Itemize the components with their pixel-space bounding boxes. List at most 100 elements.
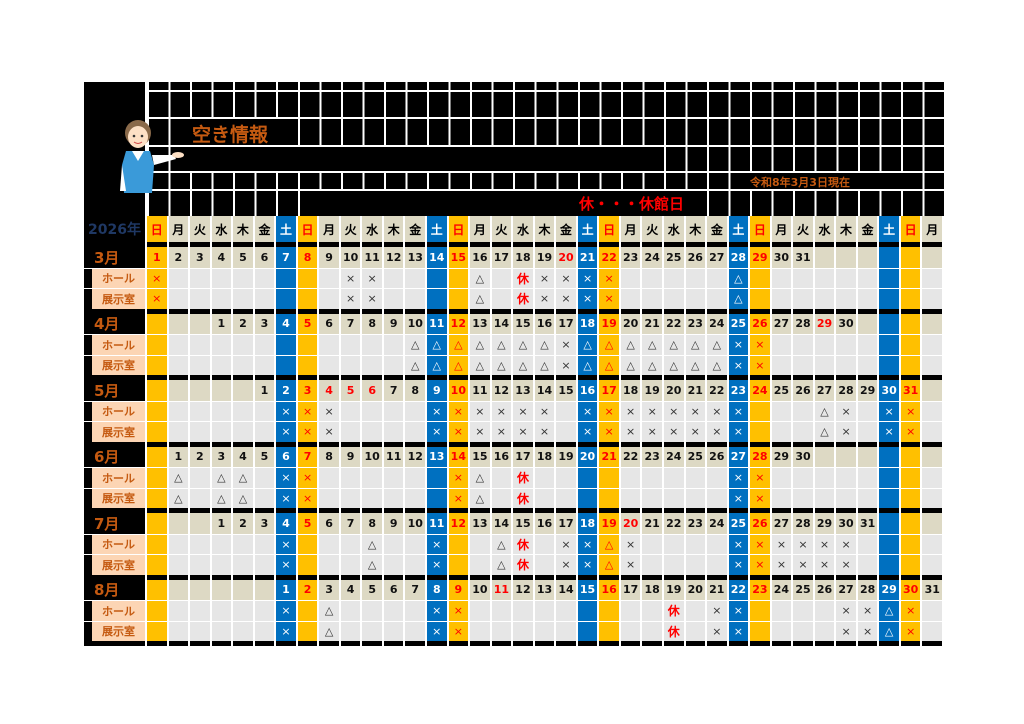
availability-cell xyxy=(793,467,815,488)
separator-cell xyxy=(663,375,686,380)
availability-mark: × xyxy=(900,620,923,641)
availability-cell xyxy=(663,487,686,508)
availability-cell xyxy=(750,620,772,641)
availability-mark: × xyxy=(470,400,492,421)
separator-cell xyxy=(879,574,901,580)
separator-cell xyxy=(556,574,578,580)
availability-mark: △ xyxy=(814,400,837,421)
separator-cell xyxy=(750,641,772,646)
separator-cell xyxy=(405,308,428,314)
availability-mark: × xyxy=(513,421,535,442)
availability-cell xyxy=(577,487,600,508)
day-cell: 18 xyxy=(577,313,600,334)
day-cell xyxy=(190,513,212,534)
availability-cell xyxy=(857,554,880,575)
availability-mark: △ xyxy=(707,354,729,375)
hall-row: ホール × × × △ 休 × × × × △ xyxy=(84,267,944,288)
availability-mark: × xyxy=(836,600,858,621)
availability-cell xyxy=(577,620,600,641)
availability-cell xyxy=(620,487,643,508)
availability-cell xyxy=(190,334,212,355)
availability-mark: × xyxy=(900,600,923,621)
separator-cell xyxy=(599,508,621,513)
separator-cell xyxy=(491,641,514,646)
day-cell: 15 xyxy=(470,446,492,467)
separator-cell xyxy=(147,508,169,513)
availability-cell xyxy=(383,533,406,554)
day-cell: 19 xyxy=(599,313,621,334)
availability-cell xyxy=(383,421,406,442)
year-label: 2026年 xyxy=(84,216,147,242)
separator-cell xyxy=(556,508,578,513)
separator-cell xyxy=(448,574,471,580)
day-cell: 7 xyxy=(297,446,320,467)
availability-cell xyxy=(922,487,944,508)
availability-cell xyxy=(319,554,341,575)
availability-mark: × xyxy=(297,400,320,421)
day-cell: 6 xyxy=(276,446,298,467)
availability-cell xyxy=(340,620,363,641)
availability-cell xyxy=(190,554,212,575)
availability-cell xyxy=(771,620,794,641)
availability-mark: × xyxy=(707,421,729,442)
availability-mark: 休 xyxy=(663,620,686,641)
day-cell: 26 xyxy=(793,380,815,401)
availability-cell xyxy=(254,487,277,508)
day-cell: 18 xyxy=(642,579,664,600)
availability-cell xyxy=(254,554,277,575)
availability-cell xyxy=(556,421,578,442)
availability-cell xyxy=(211,600,234,621)
day-cell: 1 xyxy=(211,313,234,334)
availability-mark: × xyxy=(599,400,621,421)
separator-cell xyxy=(297,242,320,247)
day-cell xyxy=(814,446,837,467)
availability-mark: × xyxy=(599,288,621,309)
availability-mark: × xyxy=(577,267,600,288)
separator-cell xyxy=(276,441,298,447)
separator-cell xyxy=(793,441,815,447)
availability-mark: × xyxy=(297,467,320,488)
separator-cell xyxy=(427,508,449,513)
availability-cell xyxy=(254,334,277,355)
availability-cell xyxy=(793,487,815,508)
weekday-header: 木 xyxy=(836,216,858,242)
availability-cell xyxy=(470,600,492,621)
day-cell xyxy=(857,313,880,334)
availability-mark: × xyxy=(620,554,643,575)
availability-cell xyxy=(254,288,277,309)
separator-cell xyxy=(470,641,492,646)
availability-cell xyxy=(233,620,255,641)
availability-cell xyxy=(168,600,191,621)
availability-cell xyxy=(900,334,923,355)
day-cell: 19 xyxy=(663,579,686,600)
availability-cell xyxy=(599,600,621,621)
availability-cell xyxy=(599,620,621,641)
availability-mark: × xyxy=(663,400,686,421)
day-cell: 11 xyxy=(427,313,449,334)
day-cell: 16 xyxy=(599,579,621,600)
separator-cell xyxy=(211,242,234,247)
day-cell: 3 xyxy=(254,513,277,534)
day-cell: 24 xyxy=(707,513,729,534)
availability-cell xyxy=(922,334,944,355)
availability-cell xyxy=(922,267,944,288)
weekday-header: 日 xyxy=(599,216,621,242)
day-cell: 31 xyxy=(793,247,815,268)
availability-cell xyxy=(707,267,729,288)
separator-cell xyxy=(857,441,880,447)
day-cell: 25 xyxy=(728,513,751,534)
day-cell: 12 xyxy=(448,513,471,534)
day-cell: 15 xyxy=(577,579,600,600)
separator-cell xyxy=(190,242,212,247)
separator-cell xyxy=(685,308,708,314)
availability-cell xyxy=(362,467,384,488)
separator-cell xyxy=(340,508,363,513)
separator-cell xyxy=(728,441,751,447)
availability-mark: × xyxy=(556,288,578,309)
separator-cell xyxy=(663,242,686,247)
availability-mark: △ xyxy=(513,354,535,375)
closed-day-legend: 休・・・休館日 xyxy=(579,195,685,213)
separator-cell xyxy=(190,641,212,646)
separator-cell xyxy=(642,508,664,513)
availability-mark: × xyxy=(707,400,729,421)
